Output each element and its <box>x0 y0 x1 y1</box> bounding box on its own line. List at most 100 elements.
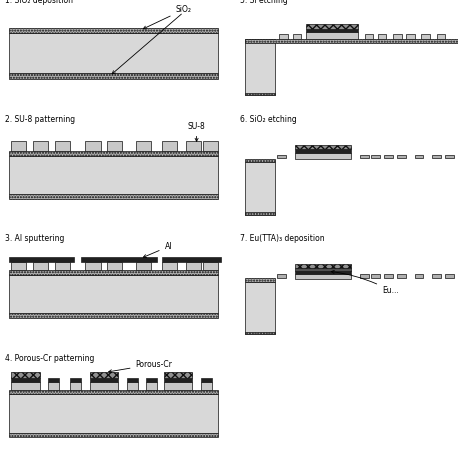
Text: 3. Al sputtering: 3. Al sputtering <box>5 234 64 244</box>
Bar <box>85 262 100 270</box>
Bar <box>162 141 177 151</box>
Bar <box>295 268 351 271</box>
Bar <box>277 274 286 278</box>
Bar <box>70 378 81 382</box>
Bar <box>9 156 219 194</box>
Bar <box>378 34 387 39</box>
Text: Porous-Cr: Porous-Cr <box>109 360 172 373</box>
Bar <box>9 194 219 199</box>
Bar <box>11 372 39 378</box>
Bar <box>293 34 301 39</box>
Bar <box>9 74 219 79</box>
Bar <box>364 34 373 39</box>
Text: 5. Si etching: 5. Si etching <box>240 0 288 5</box>
Bar <box>136 262 151 270</box>
Bar <box>11 378 39 382</box>
Bar <box>415 155 424 158</box>
Bar <box>384 274 393 278</box>
Bar <box>295 263 351 268</box>
Bar <box>9 313 219 318</box>
Bar <box>295 271 351 274</box>
Bar <box>48 378 59 382</box>
Text: SiO₂: SiO₂ <box>143 5 192 29</box>
Text: 7. Eu(TTA)₃ deposition: 7. Eu(TTA)₃ deposition <box>240 234 325 244</box>
Bar <box>9 33 219 74</box>
Text: 6. SiO₂ etching: 6. SiO₂ etching <box>240 115 297 124</box>
Bar <box>306 32 358 39</box>
Bar <box>244 213 275 215</box>
Bar <box>136 141 151 151</box>
Bar <box>146 382 157 389</box>
Bar <box>9 257 75 262</box>
Bar <box>127 378 138 382</box>
Bar <box>85 141 100 151</box>
Bar <box>360 274 369 278</box>
Bar <box>360 155 369 158</box>
Bar <box>11 382 39 389</box>
Bar <box>9 389 219 394</box>
Bar <box>90 372 118 378</box>
Bar <box>203 141 219 151</box>
Bar <box>244 162 275 215</box>
Bar <box>107 141 122 151</box>
Bar <box>186 141 201 151</box>
Bar <box>81 257 157 262</box>
Bar <box>55 262 70 270</box>
Bar <box>203 262 219 270</box>
Bar <box>397 274 406 278</box>
Bar <box>55 141 70 151</box>
Bar <box>295 153 351 159</box>
Bar <box>445 155 454 158</box>
Bar <box>432 274 441 278</box>
Bar <box>90 378 118 382</box>
Bar <box>33 262 48 270</box>
Bar <box>70 382 81 389</box>
Bar <box>164 378 192 382</box>
Bar <box>306 24 358 29</box>
Bar <box>295 144 351 150</box>
Bar <box>393 34 402 39</box>
Bar <box>90 382 118 389</box>
Bar <box>146 378 157 382</box>
Bar <box>280 34 288 39</box>
Bar <box>9 394 219 432</box>
Text: Al: Al <box>143 242 172 257</box>
Bar <box>445 274 454 278</box>
Bar <box>9 270 219 275</box>
Bar <box>201 382 212 389</box>
Bar <box>127 382 138 389</box>
Bar <box>244 278 275 282</box>
Bar <box>11 262 26 270</box>
Text: 2. SU-8 patterning: 2. SU-8 patterning <box>5 115 75 124</box>
Bar <box>186 262 201 270</box>
Bar <box>397 155 406 158</box>
Bar <box>277 155 286 158</box>
Text: 4. Porous-Cr patterning: 4. Porous-Cr patterning <box>5 354 94 363</box>
Bar <box>11 141 26 151</box>
Bar <box>9 151 219 156</box>
Text: 1. SiO₂ deposition: 1. SiO₂ deposition <box>5 0 73 5</box>
Bar <box>9 275 219 313</box>
Bar <box>244 332 275 334</box>
Bar <box>437 34 445 39</box>
Bar <box>244 39 458 43</box>
Bar <box>384 155 393 158</box>
Bar <box>421 34 430 39</box>
Bar <box>415 274 424 278</box>
Bar <box>244 39 275 95</box>
Bar <box>306 29 358 32</box>
Bar <box>9 28 219 33</box>
Bar <box>244 93 275 95</box>
Bar <box>295 150 351 153</box>
Bar <box>162 262 177 270</box>
Text: Eu...: Eu... <box>331 270 399 295</box>
Bar <box>201 378 212 382</box>
Bar <box>164 382 192 389</box>
Text: SU-8: SU-8 <box>188 122 206 141</box>
Bar <box>432 155 441 158</box>
Bar <box>33 141 48 151</box>
Bar <box>107 262 122 270</box>
Bar <box>48 382 59 389</box>
Bar <box>295 274 351 279</box>
Bar <box>162 257 220 262</box>
